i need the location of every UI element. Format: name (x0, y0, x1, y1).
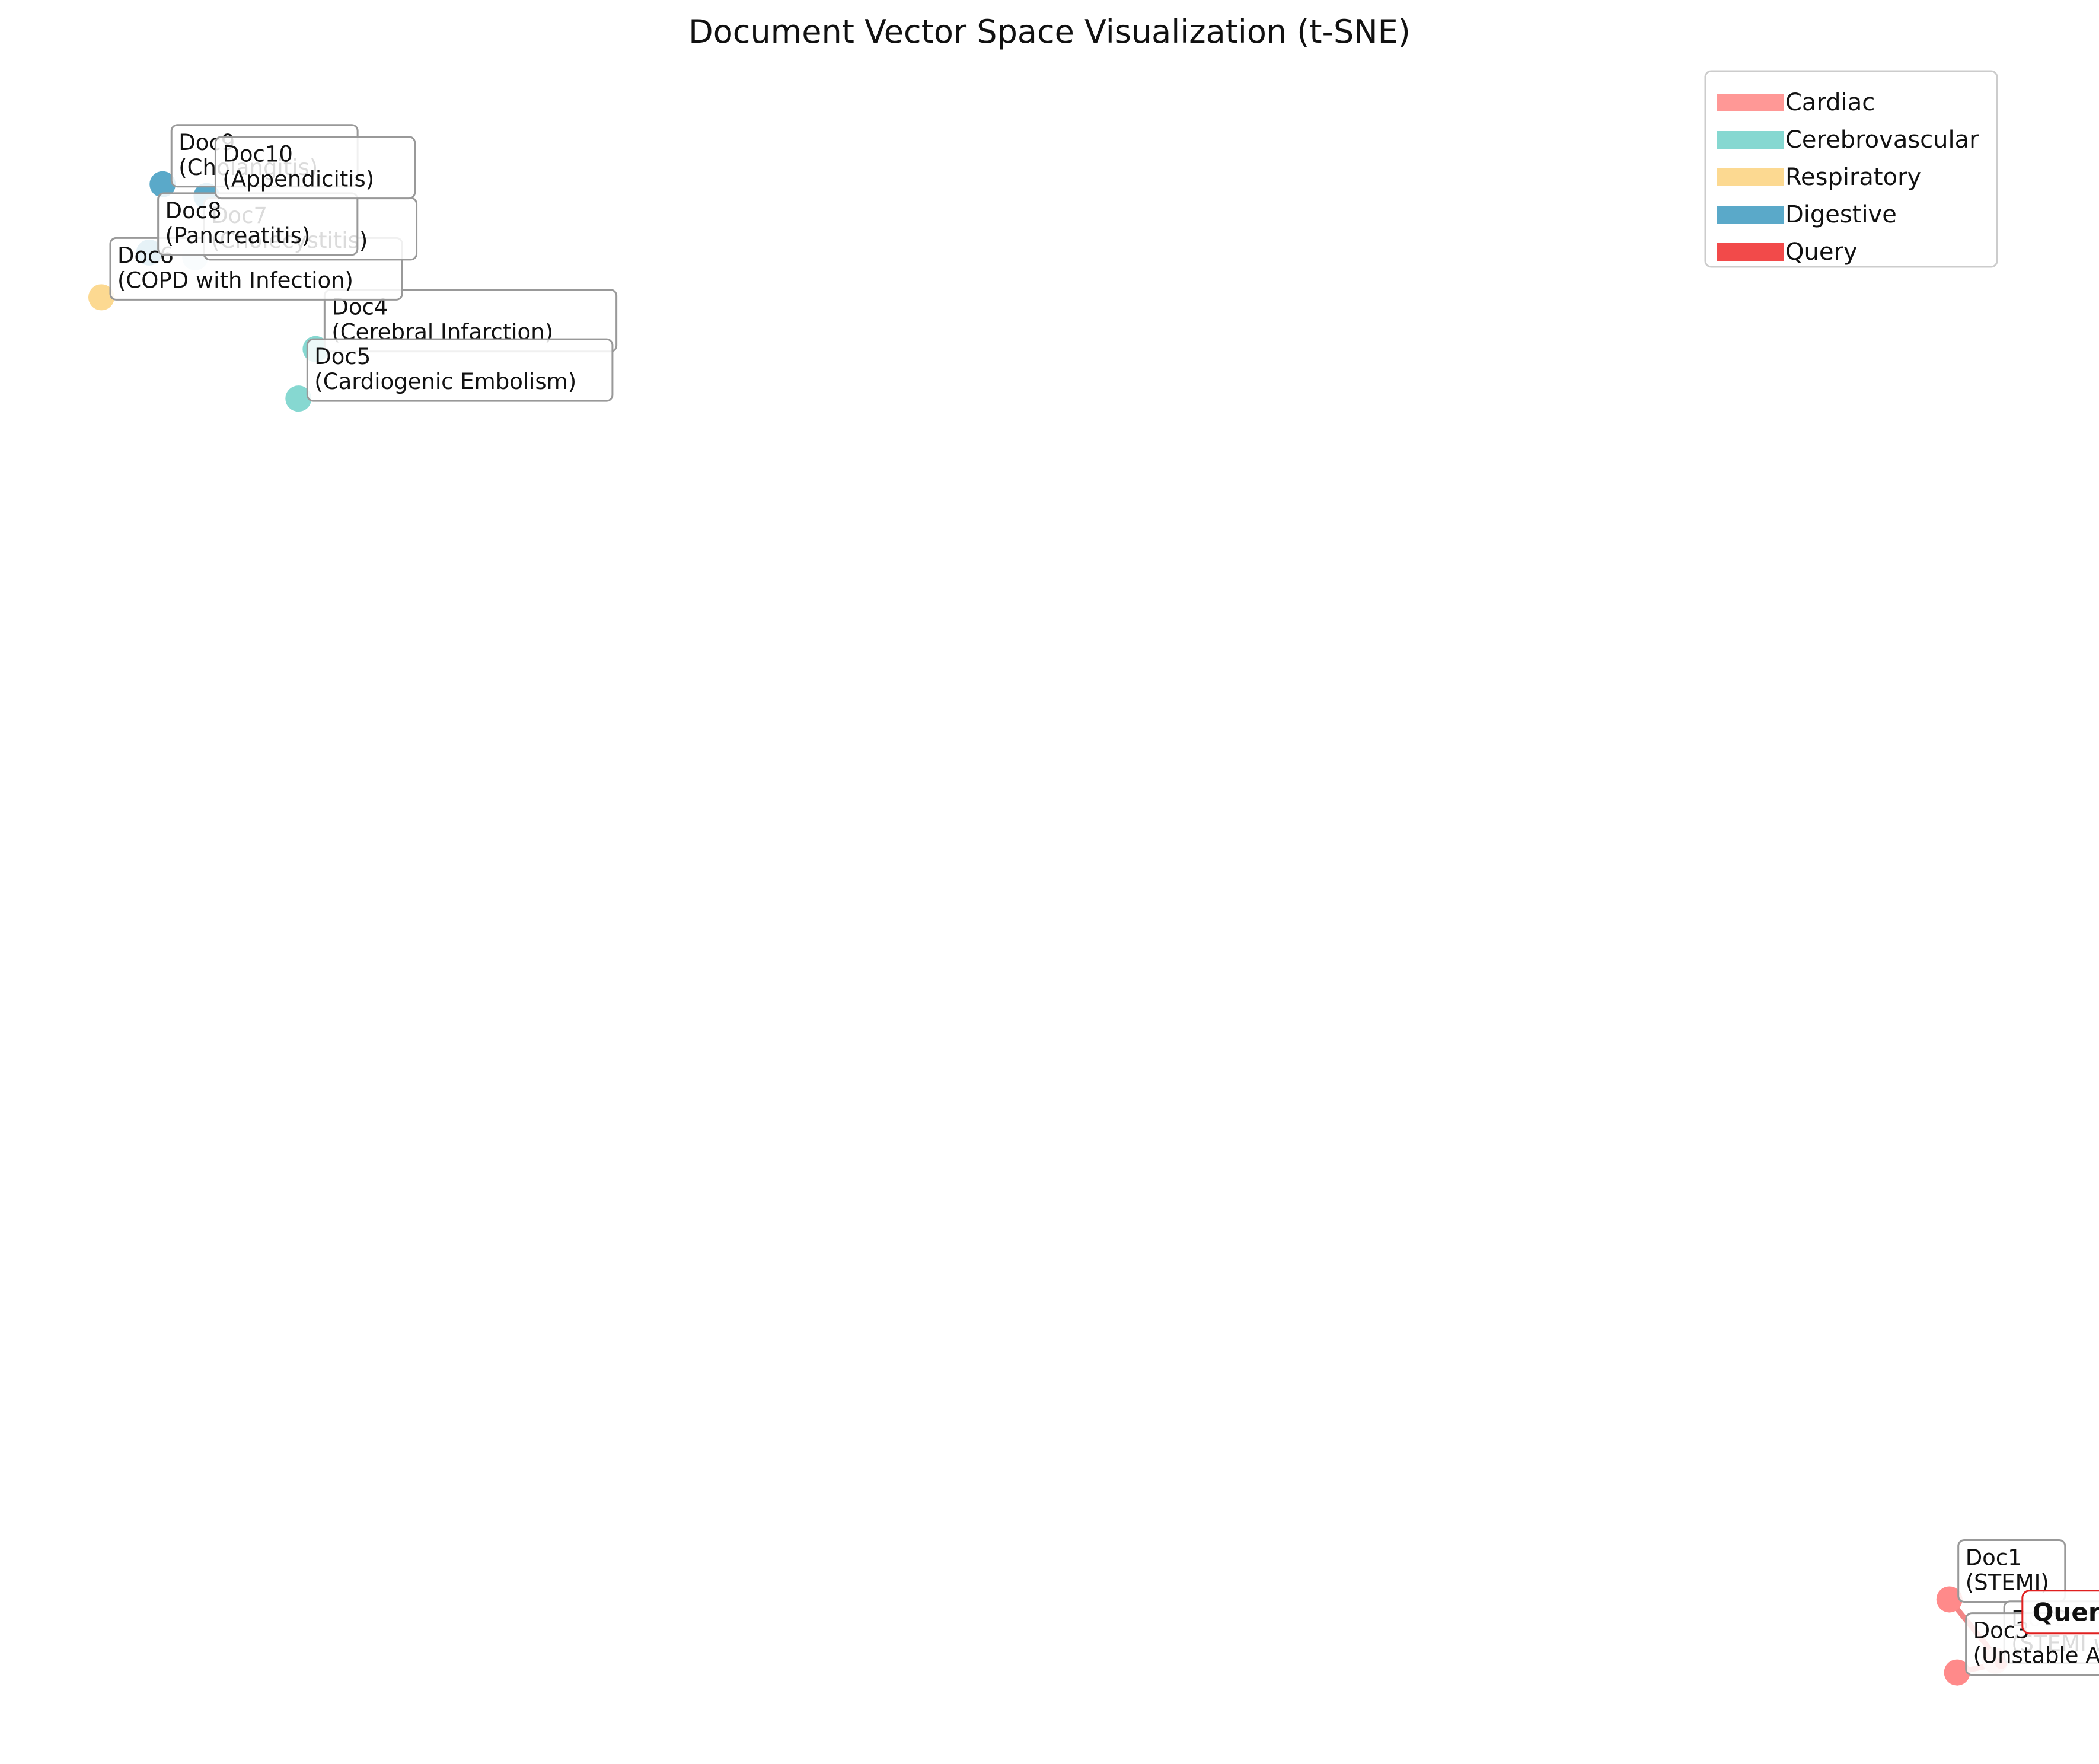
label-doc-desc: (Unstable Angina) (1973, 1643, 2099, 1669)
legend-item-digestive: Digestive (1717, 201, 1897, 228)
legend-swatch (1717, 206, 1784, 224)
query-label-text: Query (2033, 1598, 2099, 1627)
label-doc10: Doc10(Appendicitis) (214, 136, 416, 200)
legend-label: Respiratory (1785, 164, 1921, 191)
query-label-box (2021, 1590, 2099, 1635)
legend-label: Digestive (1785, 201, 1897, 228)
legend-item-cerebrovascular: Cerebrovascular (1717, 126, 1979, 154)
point-doc9 (149, 171, 176, 197)
point-doc1 (1936, 1586, 1963, 1613)
legend-swatch (1717, 131, 1784, 149)
legend-item-cardiac: Cardiac (1717, 89, 1875, 116)
label-doc5: Doc5(Cardiogenic Embolism) (306, 338, 614, 402)
label-box (306, 338, 614, 402)
label-doc-desc: (Appendicitis) (222, 167, 374, 192)
legend-label: Cardiac (1785, 89, 1875, 116)
legend-item-query: Query (1717, 238, 1858, 266)
legend: Cardiac Cerebrovascular Respiratory Digesti… (1704, 70, 1998, 268)
point-labels: Doc1(STEMI)Doc2(STEMI with HF)Doc3(Unsta… (109, 124, 2099, 1676)
label-doc-id: Doc10 (222, 142, 293, 167)
label-doc-id: Doc1 (1966, 1545, 2022, 1570)
label-doc-desc: (Pancreatitis) (165, 223, 311, 248)
label-doc-id: Doc5 (314, 344, 371, 369)
point-doc6 (88, 284, 114, 311)
legend-item-respiratory: Respiratory (1717, 164, 1921, 191)
point-doc5 (285, 385, 312, 412)
label-doc-desc: (COPD with Infection) (117, 267, 353, 293)
legend-swatch (1717, 243, 1784, 261)
label-box (214, 136, 416, 200)
label-doc8: Doc8(Pancreatitis) (157, 192, 359, 256)
legend-swatch (1717, 168, 1784, 186)
label-doc-desc: (Cardiogenic Embolism) (314, 369, 576, 394)
label-query: Query (2021, 1590, 2099, 1635)
point-doc3 (1944, 1659, 1970, 1686)
label-doc-id: Doc3 (1973, 1618, 2030, 1644)
legend-label: Cerebrovascular (1785, 126, 1979, 154)
label-doc-id: Doc8 (165, 198, 222, 224)
chart-title: Document Vector Space Visualization (t-S… (688, 13, 1411, 50)
legend-swatch (1717, 94, 1784, 111)
legend-label: Query (1785, 238, 1858, 266)
